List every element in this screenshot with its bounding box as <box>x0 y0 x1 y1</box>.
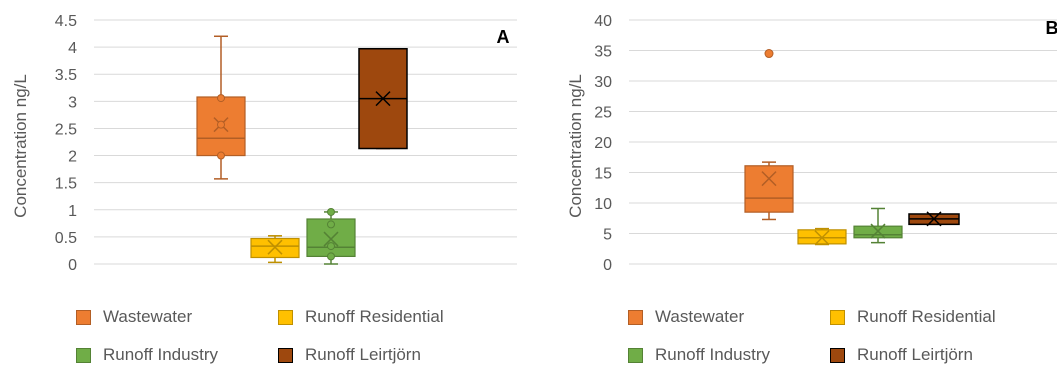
legend-label: Runoff Residential <box>857 307 996 326</box>
legend-swatch <box>278 347 293 363</box>
legend-item-wastewater: Wastewater <box>76 304 192 330</box>
chart-a-svg: 0 0.5 1 1.5 2 2.5 3 3.5 4 4.5 Concentration ng/L A <box>11 13 517 274</box>
legend-item-runoff-industry: Runoff Industry <box>628 342 770 368</box>
y-tick-label: 30 <box>594 74 612 91</box>
y-tick-label: 20 <box>594 135 612 152</box>
y-axis-label: Concentration ng/L <box>11 74 30 218</box>
y-tick-label: 1 <box>68 203 77 220</box>
mean-marker <box>375 91 391 107</box>
legend-item-runoff-industry: Runoff Industry <box>76 342 218 368</box>
y-tick-label: 3 <box>68 94 77 111</box>
mean-marker <box>267 239 283 255</box>
data-point <box>327 207 335 216</box>
chart-panel-a: 0 0.5 1 1.5 2 2.5 3 3.5 4 4.5 Concentration ng/L A … <box>0 0 520 369</box>
y-tick-label: 4.5 <box>55 13 77 30</box>
legend-label: Runoff Residential <box>305 307 444 326</box>
legend-swatch <box>830 347 845 363</box>
y-tick-label: 0.5 <box>55 230 77 247</box>
chart-panel-b: 0 5 10 15 20 25 30 35 40 Concentration ng/L B Wast… <box>537 0 1057 369</box>
y-tick-label: 5 <box>603 227 612 244</box>
mean-marker <box>814 230 830 246</box>
y-tick-label: 35 <box>594 44 612 61</box>
chart-b-svg: 0 5 10 15 20 25 30 35 40 Concentration ng/L B <box>566 13 1057 274</box>
legend-item-runoff-residential: Runoff Residential <box>830 304 996 330</box>
y-tick-label: 3.5 <box>55 67 77 84</box>
y-tick-label: 40 <box>594 13 612 30</box>
y-tick-label: 10 <box>594 196 612 213</box>
panel-label: A <box>497 27 510 47</box>
mean-marker <box>323 231 339 247</box>
y-tick-label: 0 <box>603 257 612 274</box>
mean-marker <box>870 223 886 239</box>
legend-item-wastewater: Wastewater <box>628 304 744 330</box>
y-tick-label: 4 <box>68 40 77 57</box>
mean-marker <box>761 171 777 187</box>
legend-swatch <box>628 309 643 325</box>
y-tick-label: 2.5 <box>55 121 77 138</box>
y-tick-label: 15 <box>594 166 612 183</box>
legend-item-runoff-leirtjorn: Runoff Leirtjörn <box>830 342 973 368</box>
data-point <box>217 151 225 160</box>
outlier-point <box>764 49 774 59</box>
y-tick-label: 25 <box>594 105 612 122</box>
data-point <box>327 242 335 251</box>
legend-label: Runoff Leirtjörn <box>305 345 421 364</box>
y-axis-label: Concentration ng/L <box>566 74 585 218</box>
chart-b-legend: Wastewater Runoff Residential Runoff Ind… <box>537 300 1057 369</box>
legend-item-runoff-leirtjorn: Runoff Leirtjörn <box>278 342 421 368</box>
y-tick-label: 1.5 <box>55 176 77 193</box>
data-point <box>217 94 225 103</box>
legend-item-runoff-residential: Runoff Residential <box>278 304 444 330</box>
box <box>744 165 794 213</box>
legend-swatch <box>76 347 91 363</box>
y-tick-label: 2 <box>68 149 77 166</box>
legend-label: Wastewater <box>103 307 193 326</box>
legend-swatch <box>628 347 643 363</box>
legend-label: Runoff Leirtjörn <box>857 345 973 364</box>
data-point <box>327 252 335 261</box>
y-tick-label: 0 <box>68 257 77 274</box>
mean-marker <box>926 211 942 227</box>
legend-label: Runoff Industry <box>103 345 218 364</box>
legend-swatch <box>278 309 293 325</box>
panel-label: B <box>1046 18 1057 38</box>
legend-swatch <box>830 309 845 325</box>
data-point <box>217 120 225 129</box>
legend-label: Runoff Industry <box>655 345 770 364</box>
legend-swatch <box>76 309 91 325</box>
chart-a-legend: Wastewater Runoff Residential Runoff Ind… <box>0 300 520 369</box>
legend-label: Wastewater <box>655 307 745 326</box>
data-point <box>327 220 335 229</box>
